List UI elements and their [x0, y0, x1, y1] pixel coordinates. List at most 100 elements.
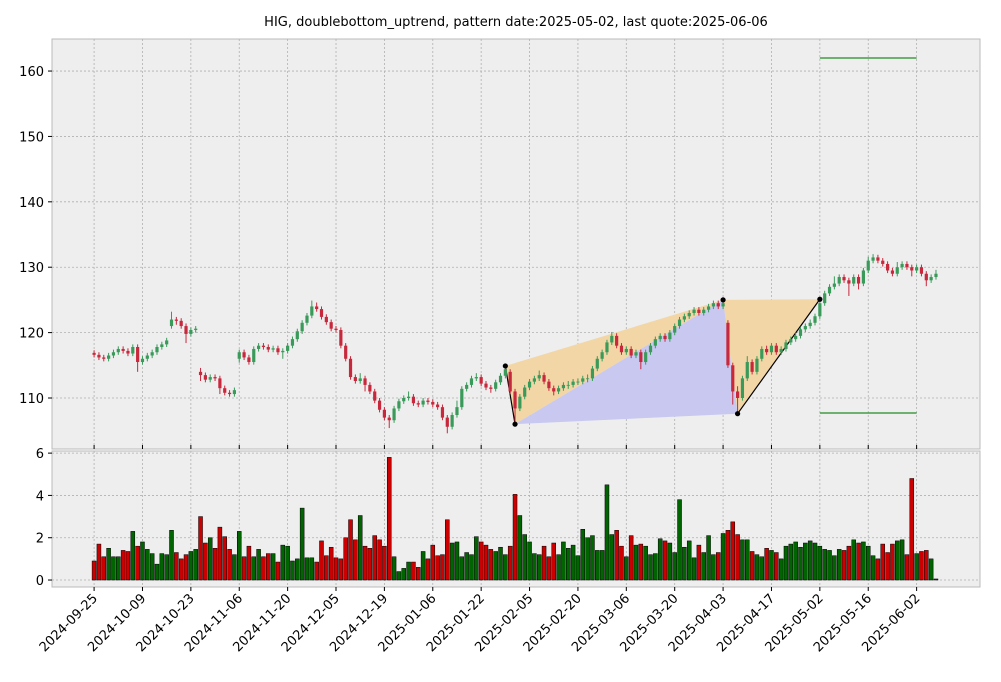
volume-bar — [367, 548, 373, 581]
candle-body — [639, 352, 643, 363]
candle-body — [653, 339, 657, 346]
volume-bar — [498, 546, 503, 581]
volume-bar — [440, 554, 445, 581]
volume-bar — [928, 558, 934, 581]
volume-bar — [198, 516, 203, 581]
candle-body — [677, 319, 682, 327]
volume-tick-label: 6 — [36, 447, 44, 462]
candle-body — [377, 400, 382, 410]
candle-body — [634, 352, 638, 356]
candle-body — [174, 319, 178, 321]
candle-body — [344, 345, 348, 359]
candle-body — [208, 377, 212, 380]
candle-body — [436, 404, 440, 408]
candle-body — [247, 357, 251, 363]
volume-bar — [517, 515, 523, 581]
volume-bar — [812, 542, 818, 581]
candle-body — [266, 346, 270, 350]
candle-body — [702, 309, 706, 313]
volume-bar — [362, 545, 368, 581]
volume-bar — [614, 530, 619, 581]
volume-bar — [246, 545, 252, 581]
volume-bar — [469, 554, 474, 581]
volume-bar — [653, 553, 658, 581]
volume-bar — [590, 535, 595, 581]
candle-body — [910, 267, 914, 271]
candle-body — [353, 377, 357, 381]
candle-body — [169, 319, 174, 327]
volume-bar — [207, 537, 213, 581]
candle-body — [711, 303, 716, 307]
volume-bar — [846, 545, 852, 581]
volume-bar — [706, 535, 711, 581]
volume-bar — [116, 556, 121, 581]
volume-bar — [919, 551, 924, 581]
candle-body — [755, 358, 759, 372]
candle-body — [145, 355, 149, 359]
candle-body — [261, 345, 266, 347]
candle-body — [160, 344, 164, 347]
candle-body — [445, 417, 449, 427]
candle-body — [474, 377, 478, 379]
volume-bar — [788, 543, 794, 581]
volume-bar — [270, 553, 276, 581]
candle-body — [479, 377, 483, 384]
candle-body — [184, 326, 188, 334]
pattern-point — [512, 421, 518, 427]
candle-body — [600, 352, 604, 359]
candle-body — [252, 348, 256, 363]
candle-body — [348, 358, 353, 378]
candle-body — [784, 342, 788, 349]
volume-bar — [290, 560, 295, 581]
volume-tick-label: 2 — [36, 532, 44, 547]
y-tick-label: 140 — [19, 196, 44, 211]
candle-body — [798, 329, 803, 336]
volume-bar — [677, 499, 682, 581]
volume-bar — [778, 558, 784, 581]
y-tick-label: 130 — [19, 261, 44, 276]
volume-bar — [377, 539, 382, 581]
volume-bar — [759, 556, 765, 581]
candle-body — [774, 345, 778, 353]
volume-bar — [227, 549, 232, 581]
volume-bar — [314, 561, 319, 581]
volume-tick-label: 4 — [36, 489, 44, 504]
candle-body — [402, 397, 406, 402]
pattern-point — [720, 297, 726, 303]
candle-body — [895, 267, 899, 274]
y-tick-label: 160 — [19, 65, 44, 80]
chart-title: HIG, doublebottom_uptrend, pattern date:… — [264, 15, 768, 30]
volume-bar — [91, 560, 97, 581]
candle-body — [769, 345, 774, 353]
volume-bar — [764, 548, 769, 581]
volume-bar — [396, 571, 402, 581]
volume-bar — [101, 556, 107, 581]
volume-bar — [343, 537, 348, 581]
candle-body — [929, 277, 933, 281]
candle-body — [319, 309, 324, 317]
candle-body — [856, 277, 861, 284]
candle-body — [644, 352, 648, 363]
candle-body — [827, 286, 832, 294]
volume-bar — [783, 545, 789, 581]
candle-body — [232, 390, 237, 395]
volume-bar — [536, 554, 542, 581]
candle-body — [498, 375, 503, 383]
volume-bar — [875, 558, 881, 581]
candle-body — [363, 378, 367, 385]
volume-bar — [740, 539, 745, 581]
candle-body — [808, 322, 812, 327]
volume-bar — [183, 554, 189, 581]
candle-body — [547, 381, 551, 389]
volume-bar — [174, 552, 179, 581]
volume-bar — [232, 554, 237, 581]
volume-bar — [836, 549, 842, 581]
candle-body — [629, 348, 633, 356]
candle-body — [97, 354, 101, 358]
volume-bar — [420, 551, 426, 581]
candle-body — [615, 335, 619, 346]
volume-bar — [130, 531, 136, 581]
candle-body — [537, 375, 541, 379]
candle-body — [668, 332, 672, 340]
